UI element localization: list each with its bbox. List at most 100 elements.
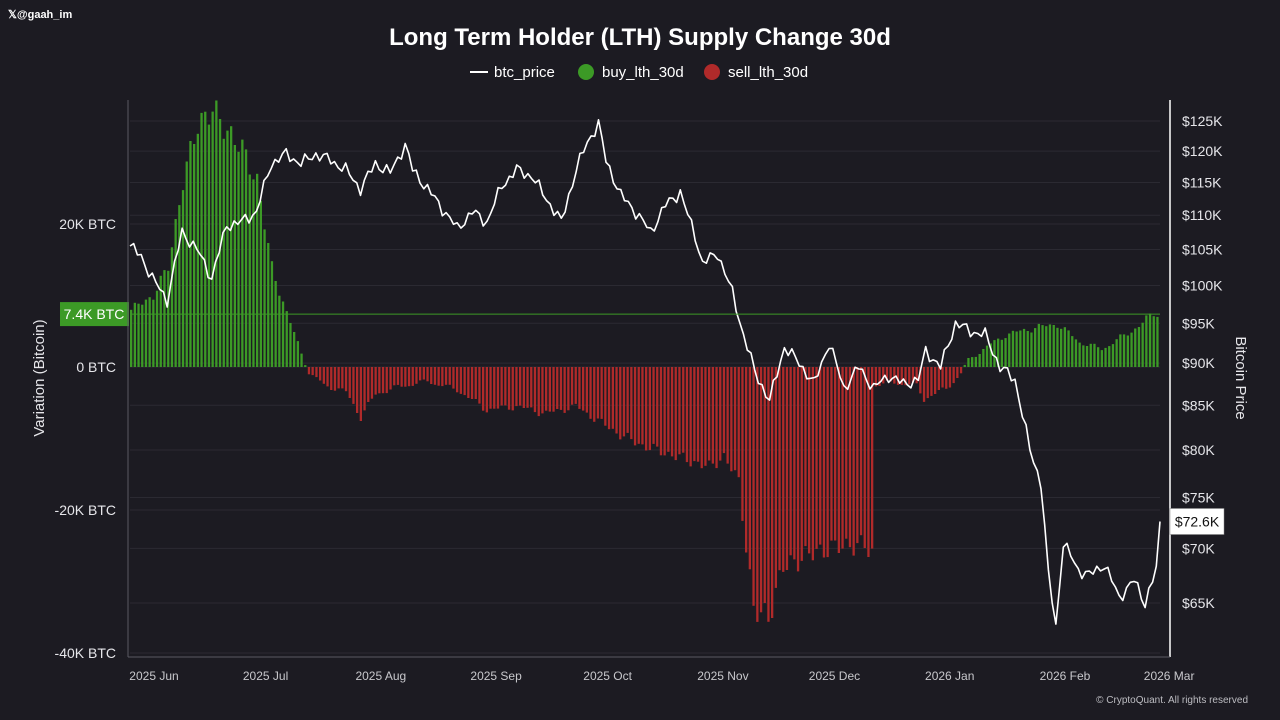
sell-bar xyxy=(463,367,466,396)
sell-bar xyxy=(589,367,592,419)
last-price-box xyxy=(1169,508,1225,535)
sell-bar xyxy=(782,367,785,572)
buy-bar xyxy=(1085,346,1089,367)
sell-bar xyxy=(559,367,563,410)
right-tick-label: $65K xyxy=(1182,595,1215,611)
buy-bar xyxy=(170,247,174,367)
legend-item-btc_price[interactable]: btc_price xyxy=(470,64,555,81)
sell-bar xyxy=(585,367,588,413)
sell-bar xyxy=(622,367,626,437)
sell-bar xyxy=(656,367,659,447)
buy-bar xyxy=(1156,316,1159,367)
highlight-label: 7.4K BTC xyxy=(64,306,125,322)
sell-bar xyxy=(882,367,885,384)
sell-bar xyxy=(470,367,474,399)
sell-bar xyxy=(878,367,881,386)
sell-bar xyxy=(526,367,529,408)
buy-bar xyxy=(1022,328,1026,367)
sell-bar xyxy=(315,367,318,378)
buy-bar xyxy=(1122,334,1126,367)
buy-bar xyxy=(1134,328,1137,367)
buy-bar xyxy=(278,295,281,367)
sell-bar xyxy=(645,367,648,451)
sell-bar xyxy=(733,367,737,471)
buy-bar xyxy=(226,130,229,367)
buy-bar xyxy=(1108,346,1111,367)
sell-bar xyxy=(741,367,744,521)
sell-bar xyxy=(330,367,333,390)
x-logo-icon: 𝕏 xyxy=(8,9,17,21)
buy-bar xyxy=(1148,313,1152,367)
buy-bar xyxy=(1000,339,1003,367)
sell-bar xyxy=(759,367,763,613)
sell-bar xyxy=(611,367,614,429)
sell-bar xyxy=(448,367,451,385)
sell-bar xyxy=(537,367,540,417)
buy-bar xyxy=(293,332,296,367)
sell-bar xyxy=(956,367,959,378)
right-tick-label: $90K xyxy=(1182,355,1215,371)
sell-bar xyxy=(845,367,848,539)
sell-bar xyxy=(348,367,351,398)
sell-bar xyxy=(674,367,677,461)
legend-item-sell_lth_30d[interactable]: sell_lth_30d xyxy=(704,64,808,81)
buy-bar xyxy=(1019,330,1022,367)
buy-bar xyxy=(1048,324,1052,367)
sell-bar xyxy=(900,367,903,385)
price-line-layer xyxy=(129,119,1161,625)
sell-bar xyxy=(774,367,777,588)
sell-bar xyxy=(837,367,840,553)
sell-bar xyxy=(341,367,344,389)
right-tick-label: $100K xyxy=(1182,277,1223,293)
buy-bar xyxy=(207,124,211,367)
sell-bar xyxy=(485,367,488,413)
sell-bar xyxy=(474,367,477,399)
sell-bar xyxy=(737,367,740,478)
buy-bar xyxy=(1111,344,1115,367)
buy-bar xyxy=(1089,343,1092,367)
buy-bar xyxy=(1078,342,1081,367)
buy-bar xyxy=(1008,333,1011,367)
buy-bar xyxy=(211,111,214,367)
sell-bar xyxy=(430,367,433,384)
x-tick-label: 2025 Oct xyxy=(583,669,632,683)
sell-bar xyxy=(667,367,670,452)
highlight-label-box xyxy=(60,302,129,327)
axes-layer: 7.4K BTC 20K BTC 0 BTC -20K BTC -40K BTC $125… xyxy=(31,24,1249,683)
sell-bar xyxy=(367,367,370,402)
right-tick-label: $85K xyxy=(1182,397,1215,413)
chart-title: Long Term Holder (LTH) Supply Change 30d xyxy=(389,24,891,51)
buy-bar xyxy=(300,353,303,367)
legend-dot-icon xyxy=(704,64,720,80)
legend-item-buy_lth_30d[interactable]: buy_lth_30d xyxy=(578,64,684,81)
sell-bar xyxy=(771,367,774,618)
left-tick-label: -20K BTC xyxy=(55,502,116,518)
legend[interactable]: btc_price buy_lth_30d sell_lth_30d xyxy=(470,64,808,81)
buy-bar xyxy=(1115,339,1118,367)
sell-bar xyxy=(444,367,448,385)
sell-bar xyxy=(682,367,685,453)
buy-bar xyxy=(241,139,244,367)
buy-bar xyxy=(185,161,188,367)
sell-bar xyxy=(937,367,940,390)
sell-bar xyxy=(959,367,963,374)
sell-bar xyxy=(893,367,896,384)
sell-bar xyxy=(570,367,574,405)
sell-bar xyxy=(693,367,696,462)
sell-bar xyxy=(926,367,929,399)
sell-bar xyxy=(426,367,429,382)
left-tick-label: -40K BTC xyxy=(55,645,116,661)
buy-bar xyxy=(230,126,233,367)
legend-label: buy_lth_30d xyxy=(602,64,684,81)
sell-bar xyxy=(767,367,770,622)
sell-bar xyxy=(763,367,766,603)
buy-bar xyxy=(267,243,270,367)
sell-bar xyxy=(556,367,559,409)
buy-bar xyxy=(133,302,136,367)
sell-bar xyxy=(630,367,633,440)
sell-bar xyxy=(922,367,926,402)
buy-bar xyxy=(997,338,1000,367)
buy-bar xyxy=(141,304,144,367)
sell-bar xyxy=(800,367,803,561)
sell-bar xyxy=(411,367,414,386)
